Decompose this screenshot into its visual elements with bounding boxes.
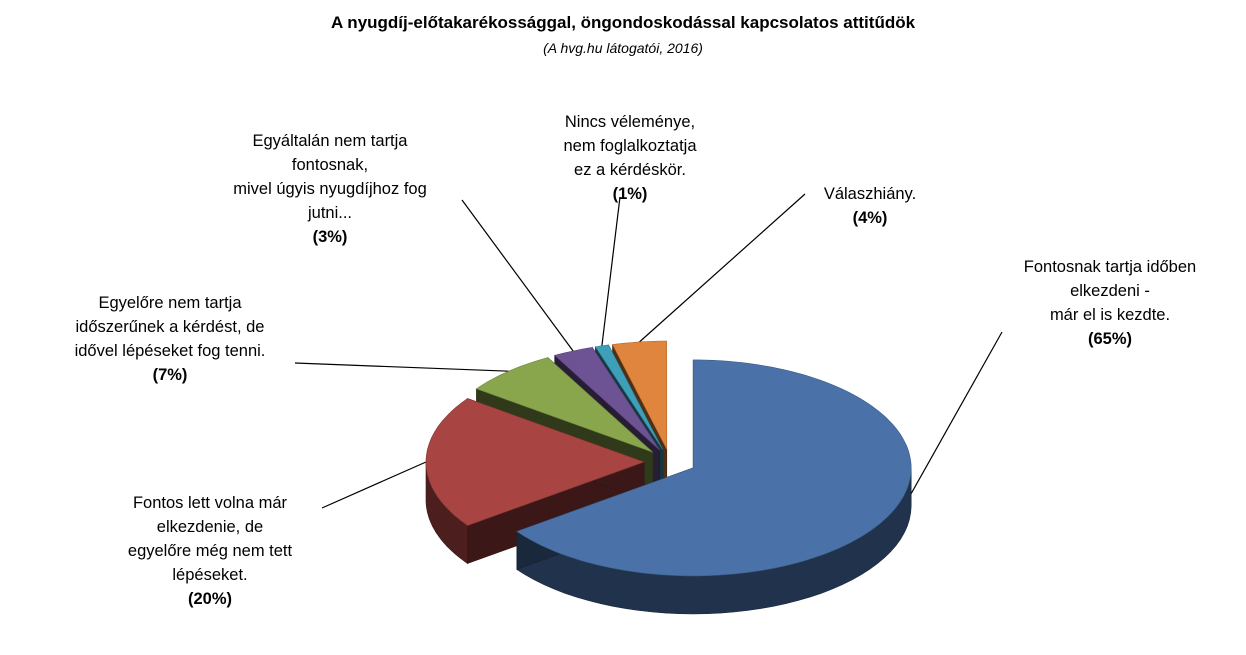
chart-subtitle: (A hvg.hu látogatói, 2016) [543, 40, 703, 56]
pie-slice [516, 359, 912, 577]
leader-line [639, 193, 806, 343]
leader-line [461, 199, 574, 352]
leader-line [294, 362, 509, 372]
slice-label-fontos-lett-volna: Fontos lett volna már elkezdenie, de egy… [127, 494, 293, 608]
slice-label-fontosnak-tartja: Fontosnak tartja időben elkezdeni - már … [1023, 258, 1197, 348]
pie-slice [554, 347, 660, 451]
pie-slice [475, 357, 654, 453]
leader-line [321, 461, 427, 509]
slice-label-nincs-velemenye: Nincs véleménye, nem foglalkoztatja ez a… [563, 113, 697, 203]
slice-label-valaszhiany: Válaszhiány. (4%) [823, 185, 917, 227]
pie-slice [612, 340, 667, 450]
chart-title: A nyugdíj-előtakarékossággal, öngondosko… [330, 13, 916, 32]
pie-slice [594, 344, 663, 450]
pie-slice [425, 398, 645, 526]
slice-label-egyelore-nem: Egyelőre nem tartja időszerűnek a kérdés… [74, 294, 266, 384]
slice-label-egyaltalan-nem: Egyáltalán nem tartja fontosnak, mivel ú… [233, 132, 427, 246]
leader-line [601, 196, 621, 346]
